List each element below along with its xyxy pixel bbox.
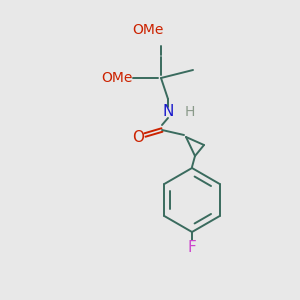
Text: H: H [185, 105, 195, 119]
Text: F: F [188, 241, 196, 256]
Text: O: O [132, 130, 144, 146]
Text: OMe: OMe [132, 23, 164, 37]
Text: N: N [162, 104, 174, 119]
Text: OMe: OMe [101, 71, 133, 85]
